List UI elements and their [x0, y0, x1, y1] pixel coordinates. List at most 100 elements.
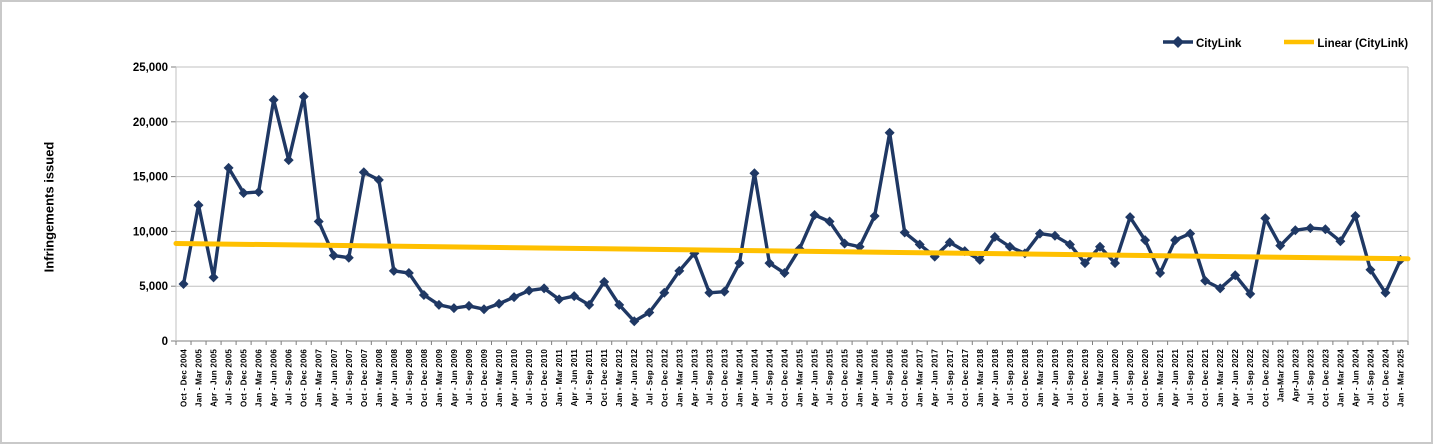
- citylink-diamond-marker: [1185, 228, 1196, 239]
- x-tick-label: Apr - Jun 2008: [390, 349, 399, 407]
- legend-label-citylink: CityLink: [1196, 38, 1242, 50]
- citylink-diamond-marker: [1034, 228, 1045, 239]
- x-tick-label: Jul - Sep 2017: [946, 349, 955, 406]
- x-tick-label: Apr - Jun 2007: [330, 349, 339, 407]
- citylink-diamond-marker: [283, 155, 294, 166]
- x-tick-label: Oct - Dec 2011: [600, 349, 609, 407]
- x-tick-label: Apr-Jun 2023: [1291, 349, 1300, 402]
- citylink-diamond-marker: [644, 307, 655, 318]
- x-tick-label: Jan - Mar 2014: [735, 349, 744, 407]
- citylink-diamond-marker: [358, 167, 369, 178]
- citylink-diamond-marker: [1155, 268, 1166, 279]
- citylink-diamond-marker: [343, 252, 354, 263]
- citylink-diamond-marker: [433, 299, 444, 310]
- citylink-diamond-marker: [388, 265, 399, 276]
- x-tick-label: Jan - Mar 2006: [255, 349, 264, 407]
- citylink-diamond-marker: [1350, 211, 1361, 222]
- citylink-diamond-marker: [313, 216, 324, 227]
- x-tick-label: Jan - Mar 2024: [1336, 349, 1345, 407]
- x-tick-label: Jan - Mar 2005: [195, 349, 204, 407]
- citylink-diamond-marker: [554, 294, 565, 305]
- citylink-diamond-marker: [569, 291, 580, 302]
- citylink-diamond-marker: [418, 289, 429, 300]
- x-tick-label: Jul - Sep 2018: [1006, 349, 1015, 406]
- citylink-diamond-marker: [1320, 224, 1331, 235]
- citylink-diamond-marker: [1365, 264, 1376, 275]
- citylink-diamond-marker: [629, 316, 640, 327]
- citylink-diamond-marker: [178, 279, 189, 290]
- x-tick-label: Jul - Sep 2022: [1246, 349, 1255, 406]
- x-tick-label: Jan - Mar 2025: [1396, 349, 1405, 407]
- citylink-diamond-marker: [268, 94, 279, 105]
- x-tick-label: Jan - Mar 2018: [976, 349, 985, 407]
- x-tick-label: Oct - Dec 2023: [1321, 349, 1330, 407]
- citylink-diamond-marker: [899, 227, 910, 238]
- x-tick-label: Jul - Sep 2009: [465, 349, 474, 406]
- citylink-diamond-marker: [1305, 223, 1316, 234]
- citylink-diamond-marker: [914, 239, 925, 250]
- x-tick-label: Jan - Mar 2019: [1036, 349, 1045, 407]
- citylink-diamond-marker: [494, 298, 505, 309]
- citylink-diamond-marker: [1230, 270, 1241, 281]
- citylink-diamond-marker: [779, 268, 790, 279]
- citylink-diamond-marker: [238, 188, 249, 199]
- citylink-diamond-marker: [1380, 287, 1391, 298]
- x-tick-label: Apr - Jun 2013: [690, 349, 699, 407]
- x-tick-label: Oct - Dec 2012: [660, 349, 669, 407]
- citylink-diamond-marker: [403, 268, 414, 279]
- x-tick-label: Oct - Dec 2022: [1261, 349, 1270, 407]
- citylink-diamond-marker: [448, 303, 459, 314]
- citylink-diamond-marker: [869, 211, 880, 222]
- citylink-diamond-marker: [734, 258, 745, 269]
- x-tick-label: Oct - Dec 2005: [240, 349, 249, 407]
- citylink-diamond-marker: [884, 127, 895, 138]
- x-tick-label: Jan - Mar 2022: [1216, 349, 1225, 407]
- x-tick-label: Apr - Jun 2005: [210, 349, 219, 407]
- x-tick-label: Jul - Sep 2019: [1066, 349, 1075, 406]
- x-tick-label: Apr - Jun 2015: [811, 349, 820, 407]
- x-tick-label: Jul - Sep 2015: [826, 349, 835, 406]
- x-tick-label: Oct - Dec 2020: [1141, 349, 1150, 407]
- x-tick-label: Jul - Sep 2016: [886, 349, 895, 406]
- citylink-diamond-marker: [1079, 258, 1090, 269]
- x-tick-label: Apr - Jun 2017: [931, 349, 940, 407]
- x-tick-label: Apr - Jun 2006: [270, 349, 279, 407]
- citylink-diamond-marker: [1335, 236, 1346, 247]
- citylink-diamond-marker: [539, 283, 550, 294]
- citylink-diamond-marker: [989, 231, 1000, 242]
- x-tick-label: Apr - Jun 2021: [1171, 349, 1180, 407]
- citylink-diamond-marker: [1125, 212, 1136, 223]
- x-tick-label: Apr - Jun 2014: [750, 349, 759, 407]
- x-tick-label: Oct - Dec 2013: [720, 349, 729, 407]
- citylink-diamond-marker: [704, 287, 715, 298]
- x-tick-label: Jul - Sep 2020: [1126, 349, 1135, 406]
- citylink-diamond-marker: [193, 200, 204, 211]
- citylink-line-diamond-icon: [1162, 35, 1194, 53]
- x-tick-label: Jul - Sep 2008: [405, 349, 414, 406]
- citylink-diamond-marker: [674, 265, 685, 276]
- x-tick-label: Apr - Jun 2022: [1231, 349, 1240, 407]
- citylink-diamond-marker: [1215, 283, 1226, 294]
- legend: CityLink Linear (CityLink): [1162, 35, 1408, 53]
- x-tick-label: Oct - Dec 2010: [540, 349, 549, 407]
- citylink-diamond-marker: [1260, 213, 1271, 224]
- x-tick-label: Jul - Sep 2011: [585, 349, 594, 405]
- citylink-diamond-marker: [1200, 275, 1211, 286]
- citylink-diamond-marker: [509, 292, 520, 303]
- citylink-diamond-marker: [659, 287, 670, 298]
- x-tick-label: Jul - Sep 2024: [1366, 349, 1375, 406]
- citylink-diamond-marker: [463, 300, 474, 311]
- citylink-diamond-marker: [824, 216, 835, 227]
- x-tick-label: Jan - Mar 2011: [555, 349, 564, 407]
- citylink-diamond-marker: [719, 286, 730, 297]
- x-tick-label: Apr - Jun 2020: [1111, 349, 1120, 407]
- linear-line-icon: [1283, 35, 1315, 53]
- x-tick-label: Jan - Mar 2021: [1156, 349, 1165, 407]
- x-tick-label: Apr - Jun 2009: [450, 349, 459, 407]
- x-tick-label: Oct - Dec 2016: [901, 349, 910, 407]
- citylink-diamond-marker: [1245, 288, 1256, 299]
- x-tick-label: Oct - Dec 2015: [841, 349, 850, 407]
- x-tick-label: Jul - Sep 2012: [645, 349, 654, 406]
